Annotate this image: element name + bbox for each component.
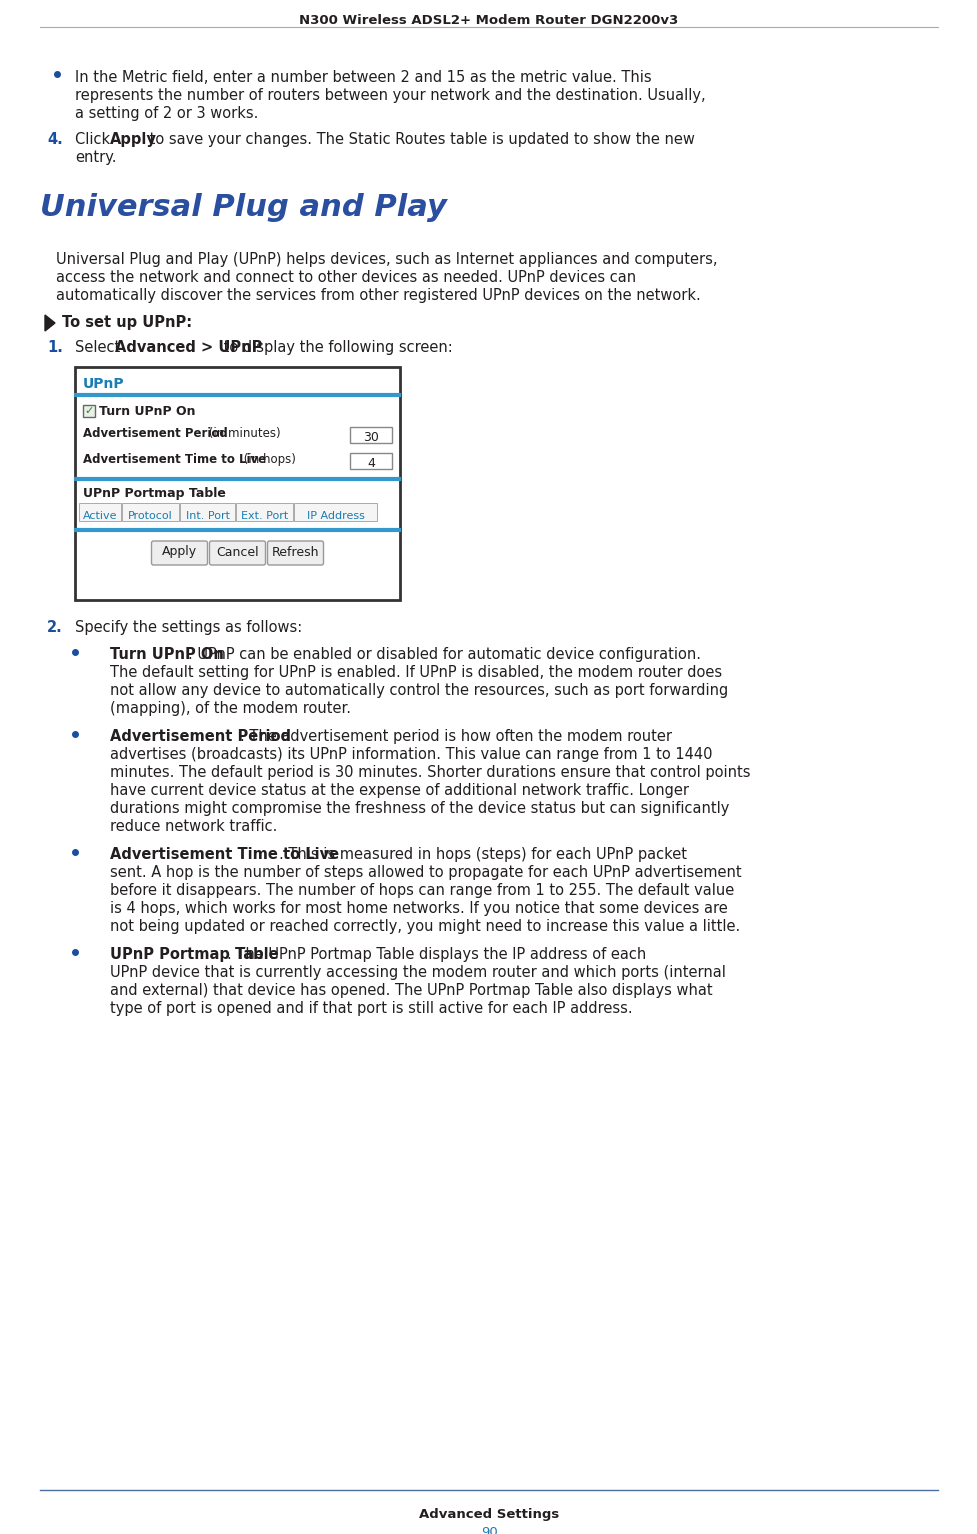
Bar (75, 367, 400, 600)
Bar (79, 503, 121, 522)
Text: entry.: entry. (75, 150, 116, 166)
Text: In the Metric field, enter a number between 2 and 15 as the metric value. This: In the Metric field, enter a number betw… (75, 71, 651, 84)
Text: minutes. The default period is 30 minutes. Shorter durations ensure that control: minutes. The default period is 30 minute… (109, 765, 749, 779)
Text: Advanced Settings: Advanced Settings (418, 1508, 559, 1522)
Text: 1.: 1. (47, 341, 63, 354)
Text: Turn UPnP On: Turn UPnP On (99, 405, 195, 417)
Text: represents the number of routers between your network and the destination. Usual: represents the number of routers between… (75, 87, 704, 103)
Text: sent. A hop is the number of steps allowed to propagate for each UPnP advertisem: sent. A hop is the number of steps allow… (109, 865, 741, 881)
Text: . The advertisement period is how often the modem router: . The advertisement period is how often … (239, 729, 671, 744)
Text: IP Address: IP Address (306, 511, 364, 522)
Text: (mapping), of the modem router.: (mapping), of the modem router. (109, 701, 351, 716)
Text: (in minutes): (in minutes) (205, 426, 280, 440)
Text: to display the following screen:: to display the following screen: (219, 341, 452, 354)
Text: Protocol: Protocol (128, 511, 173, 522)
Bar (350, 453, 392, 469)
Text: type of port is opened and if that port is still active for each IP address.: type of port is opened and if that port … (109, 1002, 632, 1016)
Text: 4: 4 (366, 457, 374, 469)
Text: UPnP device that is currently accessing the modem router and which ports (intern: UPnP device that is currently accessing … (109, 965, 725, 980)
Text: UPnP: UPnP (83, 377, 124, 391)
Bar (83, 405, 95, 417)
FancyBboxPatch shape (209, 542, 265, 565)
Bar (350, 426, 392, 443)
Text: Int. Port: Int. Port (186, 511, 230, 522)
Text: Universal Plug and Play: Universal Plug and Play (40, 193, 446, 222)
Text: Apply: Apply (109, 132, 156, 147)
Text: 2.: 2. (47, 620, 63, 635)
Text: 90: 90 (480, 1526, 497, 1534)
Text: . The UPnP Portmap Table displays the IP address of each: . The UPnP Portmap Table displays the IP… (227, 946, 646, 962)
Text: The default setting for UPnP is enabled. If UPnP is disabled, the modem router d: The default setting for UPnP is enabled.… (109, 666, 721, 680)
Text: is 4 hops, which works for most home networks. If you notice that some devices a: is 4 hops, which works for most home net… (109, 900, 727, 916)
Text: To set up UPnP:: To set up UPnP: (62, 314, 191, 330)
FancyBboxPatch shape (151, 542, 207, 565)
Text: automatically discover the services from other registered UPnP devices on the ne: automatically discover the services from… (56, 288, 701, 304)
Text: UPnP Portmap Table: UPnP Portmap Table (83, 486, 226, 500)
Text: Click: Click (75, 132, 114, 147)
Bar (235, 503, 293, 522)
Text: Cancel: Cancel (216, 546, 259, 558)
Text: advertises (broadcasts) its UPnP information. This value can range from 1 to 144: advertises (broadcasts) its UPnP informa… (109, 747, 712, 762)
Text: UPnP Portmap Table: UPnP Portmap Table (109, 946, 278, 962)
Text: not being updated or reached correctly, you might need to increase this value a : not being updated or reached correctly, … (109, 919, 740, 934)
FancyBboxPatch shape (268, 542, 323, 565)
Text: and external) that device has opened. The UPnP Portmap Table also displays what: and external) that device has opened. Th… (109, 983, 712, 999)
Text: Advertisement Time to Live: Advertisement Time to Live (83, 453, 266, 466)
Text: before it disappears. The number of hops can range from 1 to 255. The default va: before it disappears. The number of hops… (109, 884, 734, 897)
Text: Ext. Port: Ext. Port (240, 511, 288, 522)
Text: access the network and connect to other devices as needed. UPnP devices can: access the network and connect to other … (56, 270, 635, 285)
Text: Advertisement Period: Advertisement Period (109, 729, 291, 744)
Text: Advertisement Time to Live: Advertisement Time to Live (109, 847, 339, 862)
Text: reduce network traffic.: reduce network traffic. (109, 819, 277, 834)
Bar (294, 503, 376, 522)
Text: ✓: ✓ (84, 407, 93, 416)
Bar (180, 503, 234, 522)
Text: Advanced > UPnP: Advanced > UPnP (115, 341, 262, 354)
Text: Refresh: Refresh (272, 546, 319, 558)
Polygon shape (45, 314, 55, 331)
Text: not allow any device to automatically control the resources, such as port forwar: not allow any device to automatically co… (109, 683, 728, 698)
Bar (122, 503, 179, 522)
Text: durations might compromise the freshness of the device status but can significan: durations might compromise the freshness… (109, 801, 729, 816)
Text: Active: Active (83, 511, 117, 522)
Text: 30: 30 (362, 431, 378, 443)
Text: . This is measured in hops (steps) for each UPnP packet: . This is measured in hops (steps) for e… (278, 847, 686, 862)
Text: 4.: 4. (47, 132, 63, 147)
Text: Advertisement Period: Advertisement Period (83, 426, 228, 440)
Text: N300 Wireless ADSL2+ Modem Router DGN2200v3: N300 Wireless ADSL2+ Modem Router DGN220… (299, 14, 678, 28)
Text: a setting of 2 or 3 works.: a setting of 2 or 3 works. (75, 106, 258, 121)
Text: Universal Plug and Play (UPnP) helps devices, such as Internet appliances and co: Universal Plug and Play (UPnP) helps dev… (56, 252, 717, 267)
Text: Specify the settings as follows:: Specify the settings as follows: (75, 620, 302, 635)
Text: (in hops): (in hops) (239, 453, 296, 466)
Text: . UPnP can be enabled or disabled for automatic device configuration.: . UPnP can be enabled or disabled for au… (188, 647, 701, 663)
Text: to save your changes. The Static Routes table is updated to show the new: to save your changes. The Static Routes … (145, 132, 695, 147)
Text: Turn UPnP On: Turn UPnP On (109, 647, 224, 663)
Text: Apply: Apply (162, 546, 196, 558)
Text: have current device status at the expense of additional network traffic. Longer: have current device status at the expens… (109, 782, 688, 798)
Text: Select: Select (75, 341, 125, 354)
